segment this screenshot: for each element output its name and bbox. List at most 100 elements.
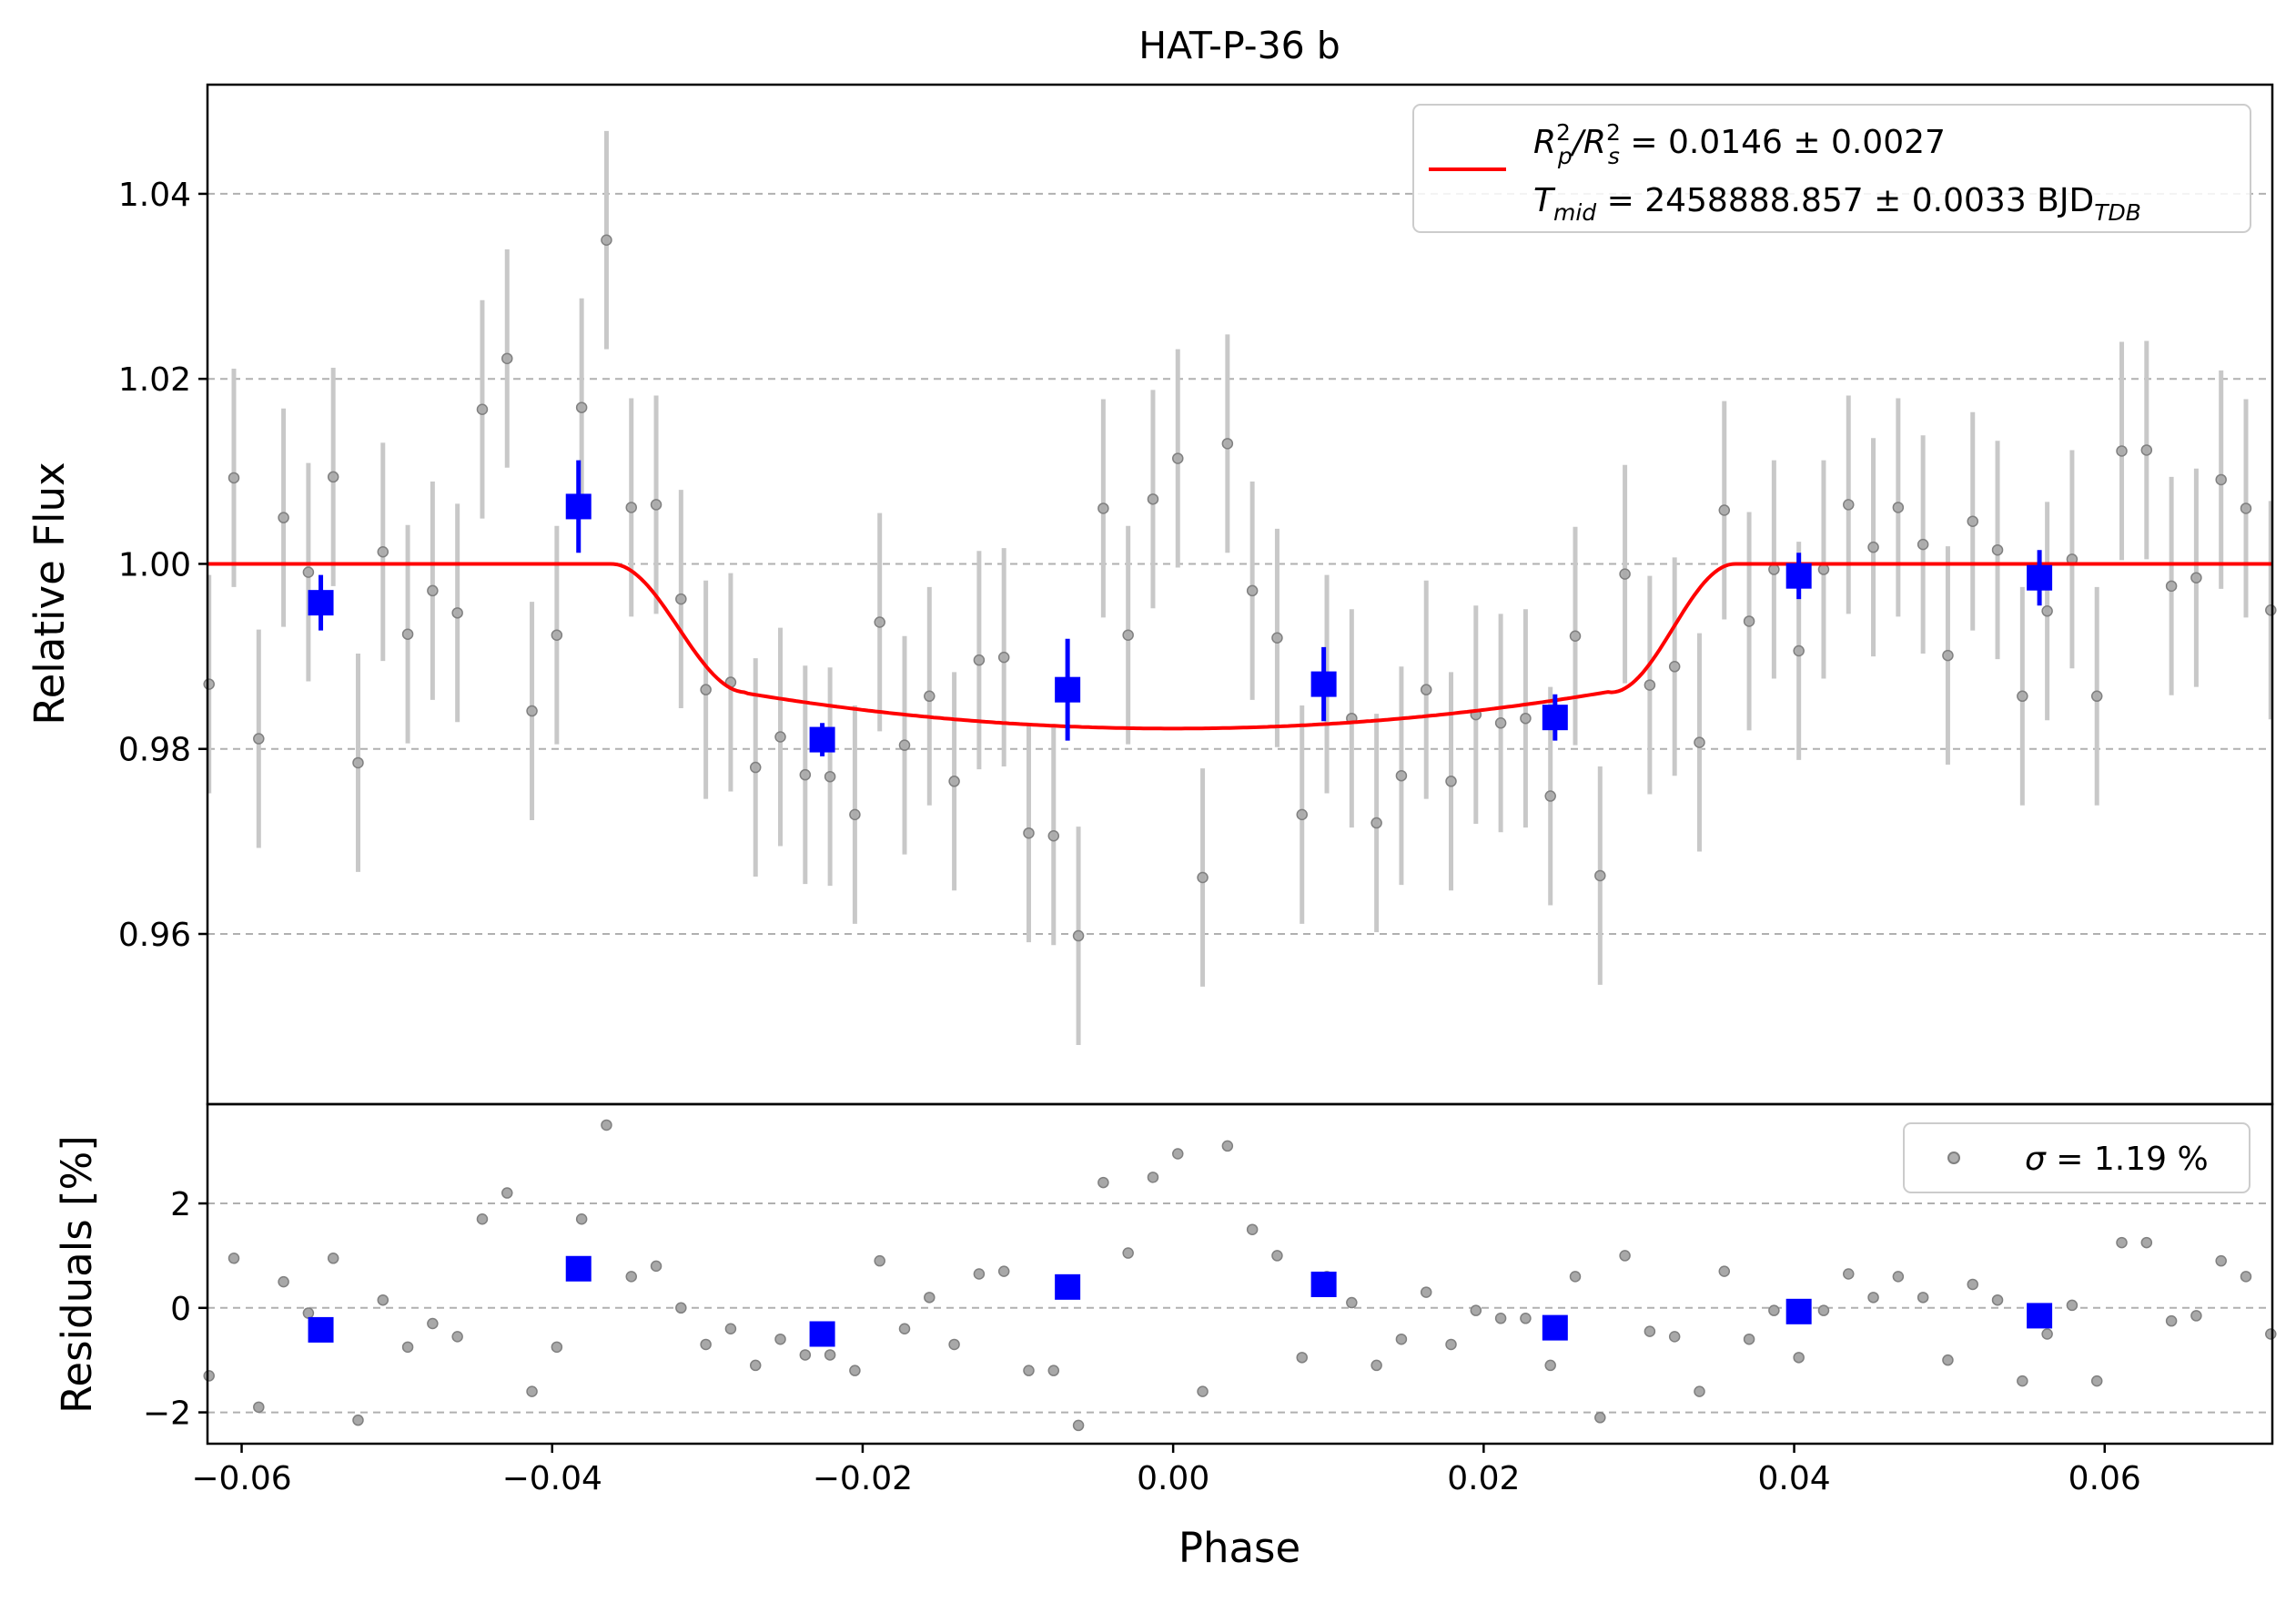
residual-point — [650, 1260, 663, 1273]
raw-flux-point — [2017, 690, 2028, 703]
raw-flux-point — [427, 584, 439, 597]
residual-point — [1047, 1365, 1060, 1376]
binned-flux-point — [809, 726, 835, 753]
raw-flux-point — [749, 761, 762, 774]
legend-tdb-sub: TDB — [2094, 199, 2141, 226]
residual-point — [1420, 1286, 1432, 1298]
top-binned-points — [308, 460, 2053, 756]
residual-point — [302, 1307, 315, 1319]
binned-flux-point — [1542, 705, 1568, 731]
raw-flux-point — [799, 768, 812, 781]
residual-point — [874, 1254, 885, 1267]
raw-flux-point — [1296, 808, 1308, 821]
bottom-axes-frame — [206, 1102, 2274, 1446]
residual-point — [700, 1338, 712, 1351]
raw-flux-point — [849, 808, 861, 821]
residual-point — [253, 1401, 265, 1414]
residual-point — [1346, 1296, 1358, 1309]
residual-point — [1867, 1292, 1879, 1304]
residual-point — [1892, 1271, 1905, 1283]
raw-flux-point — [1594, 869, 1606, 882]
raw-flux-point — [1619, 568, 1631, 580]
residual-point — [2140, 1236, 2153, 1249]
transit-model-curve — [207, 562, 2272, 731]
bottom-legend-marker — [1947, 1152, 1960, 1164]
residual-point — [1793, 1352, 1805, 1364]
raw-flux-point — [2215, 473, 2227, 486]
residual-point — [1594, 1412, 1606, 1424]
residual-point — [1072, 1419, 1085, 1432]
bottom-y-ticks: −2 0 2 — [143, 1186, 207, 1433]
residual-point — [1470, 1304, 1482, 1316]
residual-point — [601, 1119, 612, 1131]
residual-point — [1147, 1172, 1159, 1183]
raw-flux-point — [2116, 445, 2128, 457]
residual-point — [2165, 1314, 2178, 1327]
residual-point — [2215, 1254, 2227, 1267]
raw-flux-point — [253, 733, 265, 745]
top-y-tick-label: 1.04 — [118, 177, 191, 214]
top-y-tick-label: 0.98 — [118, 732, 191, 769]
residual-point — [551, 1341, 563, 1354]
raw-flux-point — [997, 651, 1010, 664]
residual-point — [1668, 1331, 1681, 1343]
legend-rs-symbol: /R — [1570, 124, 1606, 161]
residual-point — [2240, 1271, 2252, 1283]
legend-sigma-text: σ = 1.19 % — [2025, 1141, 2209, 1178]
raw-flux-point — [451, 607, 463, 619]
raw-flux-point — [203, 678, 215, 690]
raw-flux-point — [824, 770, 836, 783]
residual-point — [924, 1292, 936, 1304]
residual-point — [352, 1414, 364, 1426]
raw-flux-point — [1172, 452, 1184, 464]
residual-point — [2265, 1328, 2277, 1340]
x-tick-label: 0.04 — [1757, 1460, 1830, 1497]
raw-flux-point — [1718, 504, 1731, 516]
raw-flux-point — [1271, 632, 1283, 644]
residual-point — [973, 1268, 986, 1280]
residual-point — [799, 1349, 812, 1361]
residual-point — [997, 1265, 1010, 1277]
top-y-tick-label: 1.02 — [118, 361, 191, 399]
top-legend: R2 p/R2 s = 0.0146 ± 0.0027 Tmid = 2458888… — [1412, 104, 2251, 233]
binned-residual-point — [1055, 1273, 1081, 1300]
residual-point — [1371, 1359, 1382, 1372]
raw-flux-point — [352, 756, 364, 769]
residual-point — [1843, 1268, 1855, 1280]
top-legend-box — [1412, 104, 2251, 233]
raw-flux-point — [1917, 538, 1929, 551]
raw-flux-point — [948, 776, 960, 787]
raw-flux-point — [2190, 572, 2202, 583]
raw-flux-point — [1395, 769, 1408, 782]
binned-flux-point — [2027, 564, 2053, 591]
residual-point — [898, 1323, 911, 1335]
residual-point — [1122, 1247, 1134, 1259]
raw-flux-point — [1047, 830, 1060, 842]
raw-flux-point — [1991, 543, 2004, 556]
residual-point — [1296, 1352, 1308, 1364]
raw-flux-point — [1644, 679, 1656, 691]
raw-flux-point — [2041, 605, 2053, 617]
residual-point — [1817, 1304, 1830, 1316]
raw-flux-point — [774, 731, 786, 743]
binned-residual-point — [1310, 1271, 1337, 1297]
raw-flux-point — [302, 566, 315, 578]
raw-flux-point — [228, 472, 240, 484]
legend-sigma-symbol: σ — [2025, 1141, 2047, 1178]
legend-t-sub: mid — [1553, 199, 1596, 226]
binned-residual-point — [308, 1316, 334, 1343]
legend-tmid-text: Tmid = 2458888.857 ± 0.0033 BJDTDB — [1533, 182, 2141, 226]
residual-point — [1991, 1294, 2004, 1306]
residual-point — [2116, 1236, 2128, 1249]
residual-point — [2190, 1310, 2202, 1322]
residual-point — [203, 1370, 215, 1382]
raw-flux-point — [1942, 649, 1954, 662]
residual-point — [1494, 1313, 1507, 1324]
residual-point — [1967, 1278, 1978, 1291]
residual-point — [1197, 1385, 1209, 1397]
residual-point — [774, 1333, 786, 1345]
raw-flux-point — [1371, 817, 1382, 829]
residual-point — [824, 1349, 836, 1361]
residual-point — [1619, 1250, 1631, 1262]
